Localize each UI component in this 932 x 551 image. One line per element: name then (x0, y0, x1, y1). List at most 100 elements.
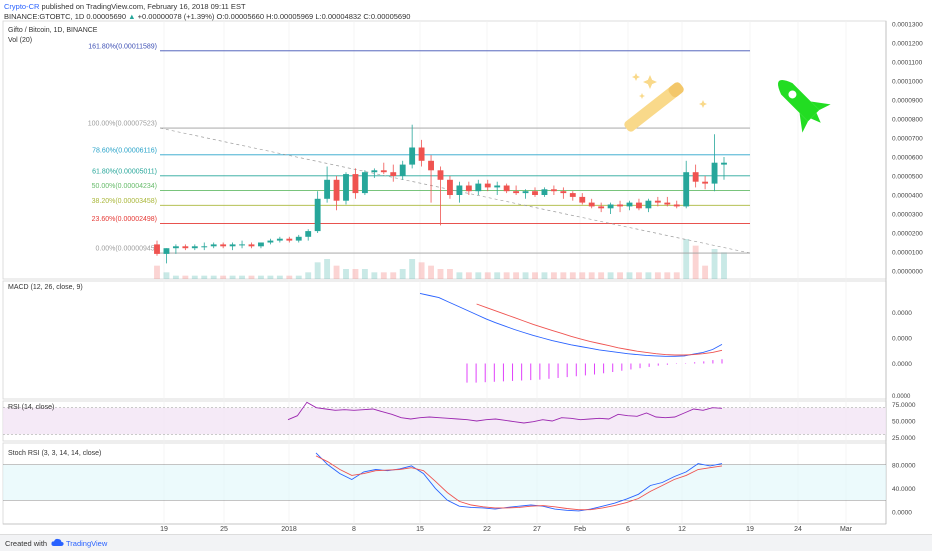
fib-level-label: 0.00%(0.00000945) (96, 246, 158, 253)
x-tick-label: 27 (533, 526, 541, 533)
volume-bar (654, 272, 661, 279)
trend-line (159, 127, 751, 254)
macd-y-tick: 0.0000 (892, 310, 912, 317)
candle-body (636, 202, 642, 209)
volume-bar (361, 269, 368, 279)
y-tick-label: 0.0001200 (892, 41, 923, 48)
volume-bar (550, 272, 557, 279)
rocket-fin-right (810, 101, 831, 110)
candle-body (550, 189, 557, 192)
volume-bar (673, 272, 680, 279)
volume-bar (333, 265, 340, 279)
volume-bar (541, 272, 548, 279)
publish-info: published on TradingView.com, February 1… (39, 2, 246, 11)
candle-body (267, 240, 274, 243)
volume-bar (409, 259, 416, 279)
created-with-label: Created with (5, 539, 48, 548)
candle-body (324, 179, 331, 199)
candle-body (673, 204, 680, 207)
candle-body (692, 172, 699, 182)
candle-body (711, 162, 718, 184)
rsi-y-tick: 50.0000 (892, 419, 916, 426)
rocket-window (788, 90, 797, 99)
fib-level-label: 100.00%(0.00007523) (88, 121, 157, 128)
volume-bar (465, 272, 472, 279)
candle-body (191, 246, 198, 249)
rsi-y-tick: 25.0000 (892, 435, 916, 442)
volume-bar (343, 269, 349, 279)
volume-bar (513, 272, 520, 279)
main-pane-title: Gifto / Bitcoin, 1D, BINANCE (8, 27, 98, 34)
volume-bar (154, 265, 160, 279)
volume-bar (494, 272, 501, 279)
y-tick-label: 0.0001100 (892, 60, 923, 67)
candle-body (494, 185, 501, 188)
volume-bar (276, 275, 283, 279)
volume-bar (532, 272, 538, 279)
candle-body (399, 164, 406, 176)
volume-bar (172, 275, 179, 279)
volume-bar (626, 272, 633, 279)
signal-line (476, 303, 723, 356)
pane-macd (2, 280, 887, 400)
sparkle-icon (699, 100, 707, 108)
volume-bar (248, 275, 255, 279)
volume-bar (229, 275, 236, 279)
volume-bar (258, 275, 264, 279)
volume-bar (201, 275, 208, 279)
ohlc-line: BINANCE:GTOBTC, 1D 0.00005690 ▲ +0.00000… (4, 12, 410, 21)
candle-body (409, 147, 416, 165)
stoch-y-tick: 40.0000 (892, 486, 916, 493)
candle-body (654, 200, 661, 203)
candle-body (182, 246, 189, 249)
volume-bar (267, 275, 274, 279)
volume-bar (447, 269, 453, 279)
symbol-label: BINANCE:GTOBTC, 1D (4, 12, 85, 21)
y-tick-label: 0.0000300 (892, 212, 923, 219)
candle-body (343, 174, 349, 201)
candle-body (645, 200, 652, 209)
candle-body (314, 198, 321, 232)
author-link[interactable]: Crypto-CR (4, 2, 40, 11)
volume-bar (305, 272, 312, 279)
macd-y-tick: 0.0000 (892, 394, 911, 400)
volume-bar (692, 245, 699, 279)
candle-body (201, 246, 208, 248)
volume-bar (191, 275, 198, 279)
tradingview-link[interactable]: TradingView (66, 539, 108, 548)
volume-bar (182, 275, 189, 279)
x-tick-label: 25 (220, 526, 228, 533)
candle-body (437, 170, 444, 180)
volume-bar (390, 272, 397, 279)
sparkle-icon (643, 75, 657, 89)
volume-bar (399, 269, 406, 279)
candle-body (276, 238, 283, 241)
trading-chart[interactable]: 19 25 2018 8 15 22 27 Feb 6 12 19 24 Mar 0.0000000 0.0… (0, 0, 932, 534)
sparkle-icon (639, 93, 645, 99)
rsi-pane-title: RSI (14, close) (8, 404, 54, 411)
stoch-y-tick: 80.0000 (892, 462, 916, 469)
candle-body (333, 179, 340, 201)
volume-bar (664, 272, 671, 279)
rocket-icon (778, 80, 831, 133)
x-tick-label: 8 (352, 526, 356, 533)
volume-bar (239, 275, 245, 279)
x-tick-label: 19 (746, 526, 754, 533)
candle-body (598, 206, 605, 209)
volume-bar (484, 272, 491, 279)
volume-bar (475, 272, 482, 279)
candle-body (210, 244, 217, 247)
rocket-flame (810, 112, 821, 123)
volume-bar (522, 272, 529, 279)
stoch-pane-title: Stoch RSI (3, 3, 14, 14, close) (8, 450, 101, 457)
volume-bar (711, 249, 718, 279)
high-label: H: (266, 12, 274, 21)
candle-body (172, 246, 179, 249)
candle-body (683, 172, 690, 207)
x-tick-label: 2018 (281, 526, 297, 533)
volume-bar (437, 269, 444, 279)
y-tick-label: 0.0001300 (892, 22, 923, 29)
x-tick-label: 19 (160, 526, 168, 533)
rsi-band (3, 407, 886, 435)
candle-body (258, 242, 264, 247)
